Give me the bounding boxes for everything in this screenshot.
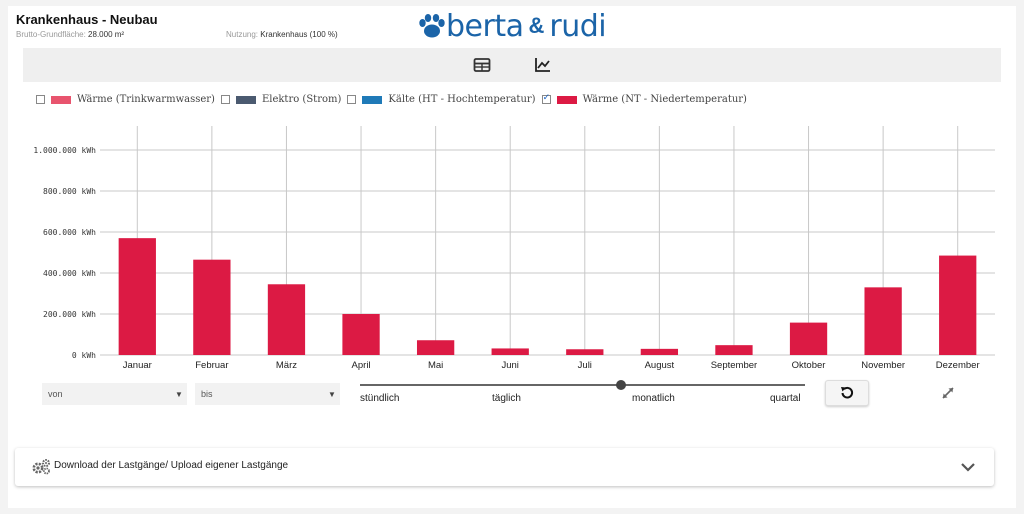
bar-januar: [118, 238, 156, 355]
y-tick-label: 0 kWh: [72, 351, 96, 360]
legend-swatch: [556, 95, 577, 104]
legend-label: Kälte (HT - Hochtemperatur): [388, 94, 536, 105]
gears-icon: [32, 459, 50, 475]
table-view-button[interactable]: [473, 56, 491, 74]
gross-floor-area: Brutto-Grundfläche: 28.000 m²: [16, 30, 124, 39]
y-tick-label: 200.000 kWh: [43, 310, 96, 319]
resolution-option-quarterly[interactable]: quartal: [770, 393, 801, 404]
bar-november: [864, 287, 902, 355]
table-icon: [473, 58, 491, 72]
y-tick-label: 400.000 kWh: [43, 269, 96, 278]
legend-checkbox[interactable]: [347, 95, 357, 104]
legend-swatch: [235, 95, 256, 104]
legend-item[interactable]: Wärme (NT - Niedertemperatur): [541, 93, 747, 105]
bar-mai: [416, 340, 455, 355]
logo-text-rudi: rudi: [549, 8, 607, 44]
from-select[interactable]: von ▼: [42, 383, 187, 405]
resolution-option-hourly[interactable]: stündlich: [360, 393, 400, 404]
bar-februar: [193, 259, 231, 355]
legend-item[interactable]: Kälte (HT - Hochtemperatur): [347, 94, 536, 105]
legend-label: Wärme (Trinkwarmwasser): [77, 94, 215, 105]
view-toolbar: [23, 48, 1001, 82]
chart-view-button[interactable]: [534, 56, 552, 74]
fullscreen-button[interactable]: [940, 385, 956, 401]
reset-button[interactable]: [825, 380, 869, 406]
gross-floor-area-label: Brutto-Grundfläche:: [16, 30, 86, 39]
bar-märz: [267, 284, 306, 355]
legend-checkbox[interactable]: [36, 95, 45, 104]
y-tick-label: 800.000 kWh: [43, 187, 96, 196]
page-title: Krankenhaus - Neubau: [16, 12, 158, 27]
logo-text-berta: berta: [446, 8, 524, 44]
reset-icon: [841, 386, 854, 399]
legend-checkbox[interactable]: [220, 95, 230, 104]
x-tick-label: Juli: [578, 360, 592, 370]
legend-item[interactable]: Wärme (Trinkwarmwasser): [36, 94, 215, 105]
bar-august: [640, 348, 679, 355]
x-tick-label: November: [861, 360, 905, 370]
x-tick-label: September: [711, 360, 757, 370]
page-container: Krankenhaus - Neubau Brutto-Grundfläche:…: [8, 6, 1016, 508]
bar-september: [715, 345, 753, 355]
resolution-slider-handle[interactable]: [616, 380, 627, 390]
usage-label: Nutzung:: [226, 30, 259, 39]
bar-april: [342, 314, 380, 355]
bar-juli: [566, 349, 604, 355]
usage: Nutzung: Krankenhaus (100 %): [226, 30, 338, 39]
paw-icon: [419, 14, 445, 38]
chart-legend: Wärme (Trinkwarmwasser) Elektro (Strom) Kä…: [36, 93, 753, 105]
to-select[interactable]: bis ▼: [195, 383, 340, 405]
x-tick-label: April: [352, 360, 371, 370]
logo-ampersand: &: [528, 13, 545, 38]
x-tick-label: Oktober: [792, 360, 826, 370]
bar-oktober: [789, 322, 828, 355]
to-select-value: bis: [201, 389, 213, 399]
legend-label: Elektro (Strom): [261, 94, 342, 105]
resolution-option-monthly[interactable]: monatlich: [632, 393, 675, 404]
y-tick-label: 600.000 kWh: [43, 228, 96, 237]
legend-checkbox[interactable]: [541, 93, 551, 104]
legend-label: Wärme (NT - Niedertemperatur): [582, 94, 747, 105]
y-tick-label: 1.000.000 kWh: [33, 146, 96, 155]
usage-value: Krankenhaus (100 %): [260, 30, 338, 39]
line-chart-icon: [535, 58, 550, 72]
legend-swatch: [362, 95, 383, 104]
x-tick-label: Juni: [501, 360, 518, 370]
chevron-down-icon: ▼: [175, 389, 183, 399]
resolution-option-daily[interactable]: täglich: [492, 393, 521, 404]
legend-swatch: [51, 95, 71, 104]
gross-floor-area-value: 28.000 m²: [88, 30, 125, 39]
bar-dezember: [939, 255, 977, 355]
chevron-down-icon[interactable]: [960, 461, 976, 473]
x-tick-label: August: [645, 360, 675, 370]
chevron-down-icon: ▼: [328, 389, 336, 399]
bar-juni: [491, 348, 529, 355]
x-tick-label: Mai: [428, 360, 443, 370]
x-tick-label: März: [276, 360, 297, 370]
download-upload-label: Download der Lastgänge/ Upload eigener L…: [54, 460, 289, 471]
x-tick-label: Januar: [123, 360, 152, 370]
logo: berta & rudi: [418, 8, 607, 44]
bar-chart: 0 kWh 200.000 kWh 400.000 kWh 600.000 kWh 80…: [33, 126, 995, 370]
x-tick-label: Februar: [195, 360, 228, 370]
legend-item[interactable]: Elektro (Strom): [220, 94, 342, 105]
from-select-value: von: [48, 389, 63, 399]
resolution-slider-track[interactable]: [360, 384, 805, 386]
download-upload-panel[interactable]: Download der Lastgänge/ Upload eigener L…: [15, 448, 994, 486]
expand-icon: [942, 387, 954, 399]
x-tick-label: Dezember: [936, 360, 980, 370]
